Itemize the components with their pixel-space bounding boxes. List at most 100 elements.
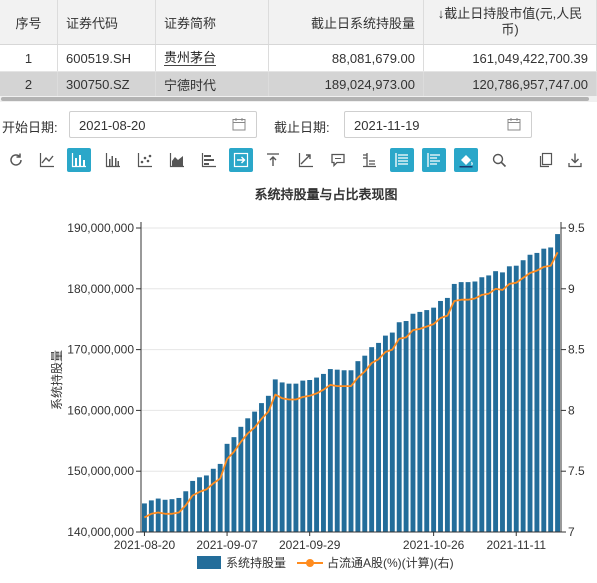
bar (259, 403, 264, 532)
trend-icon[interactable] (294, 148, 318, 172)
bar (520, 260, 526, 532)
axis-settings-icon[interactable] (357, 148, 381, 172)
header-name[interactable]: 证券简称 (156, 0, 269, 44)
bar (479, 277, 485, 532)
comment-icon[interactable] (326, 148, 350, 172)
cell-name[interactable]: 宁德时代 (156, 72, 269, 96)
y-tick-label: 170,000,000 (67, 343, 134, 357)
header-market-value[interactable]: ↓截止日持股市值(元,人民币) (424, 0, 597, 44)
bar-chart-icon[interactable] (67, 148, 91, 172)
bar (183, 491, 189, 532)
bar (376, 342, 381, 532)
start-date-input[interactable]: 2021-08-20 (69, 111, 257, 138)
chart-axes: 140,000,000 150,000,000 160,000,000 170,000… (67, 221, 585, 552)
y-axis-label: 系统持股量 (49, 350, 64, 410)
bar (224, 443, 230, 532)
pct-line (143, 251, 559, 519)
bar (410, 313, 416, 532)
export-right-icon[interactable] (229, 148, 253, 172)
horizontal-scrollbar-thumb[interactable] (1, 97, 589, 101)
bar (362, 355, 368, 532)
scatter-icon[interactable] (133, 148, 157, 172)
bar (169, 499, 175, 532)
cell-market-value: 120,786,957,747.00 (424, 72, 597, 96)
bar (272, 379, 278, 532)
cell-code: 600519.SH (58, 45, 156, 71)
copy-icon[interactable] (534, 148, 558, 172)
bar (506, 266, 512, 532)
refresh-icon[interactable] (4, 148, 28, 172)
bar (238, 426, 244, 532)
area-chart-icon[interactable] (165, 148, 189, 172)
table-row[interactable]: 2 300750.SZ 宁德时代 189,024,973.00 120,786,… (0, 72, 597, 96)
grouped-bar-icon[interactable] (101, 148, 125, 172)
legend-label: 占流通A股(%)(计算)(右) (327, 555, 454, 570)
header-no[interactable]: 序号 (0, 0, 58, 44)
bar (382, 335, 388, 532)
cell-market-value: 161,049,422,700.39 (424, 45, 597, 71)
bar (548, 247, 554, 532)
legend-left-icon[interactable] (390, 148, 414, 172)
y-tick-label: 150,000,000 (67, 464, 134, 478)
header-qty[interactable]: 截止日系统持股量 (269, 0, 424, 44)
security-link[interactable]: 贵州茅台 (164, 49, 217, 66)
bar (265, 395, 271, 532)
bar (176, 497, 182, 532)
cell-no: 2 (0, 72, 58, 96)
y2-tick-label: 9 (568, 282, 575, 296)
bar-series (142, 234, 560, 533)
chart-title: 系统持股量与占比表现图 (254, 187, 397, 202)
bar (252, 411, 258, 532)
y-tick-label: 180,000,000 (67, 282, 134, 296)
bar (555, 234, 560, 532)
x-tick-label: 2021-09-29 (279, 538, 341, 552)
bar (286, 383, 292, 532)
bar (162, 499, 168, 532)
legend-swatch-bar (197, 556, 221, 569)
cell-no: 1 (0, 45, 58, 71)
x-tick-label: 2021-09-07 (196, 538, 258, 552)
x-tick-label: 2021-11-11 (486, 538, 546, 552)
y2-tick-label: 7.5 (568, 464, 585, 478)
bar (424, 310, 430, 532)
calendar-icon[interactable] (507, 117, 521, 131)
bar (486, 275, 492, 532)
bar (465, 282, 471, 532)
bar (321, 373, 326, 532)
fill-color-icon[interactable] (454, 148, 478, 172)
bar (341, 370, 347, 532)
bar (307, 380, 313, 532)
bar (197, 477, 202, 532)
bar (396, 322, 402, 532)
bar (527, 254, 533, 532)
bar (355, 361, 361, 532)
y-tick-label: 160,000,000 (67, 403, 134, 417)
y-tick-label: 190,000,000 (67, 221, 134, 235)
bar (438, 300, 443, 532)
end-date-label: 截止日期: (274, 120, 330, 135)
y-tick-label: 140,000,000 (67, 525, 134, 539)
bar (541, 248, 547, 532)
calendar-icon[interactable] (232, 117, 246, 131)
table-row[interactable]: 1 600519.SH 贵州茅台 88,081,679.00 161,049,4… (0, 45, 597, 72)
bar (493, 271, 499, 532)
header-code[interactable]: 证券代码 (58, 0, 156, 44)
end-date-value: 2021-11-19 (354, 118, 420, 133)
y2-tick-label: 8.5 (568, 343, 585, 357)
bar (451, 283, 457, 532)
bar (334, 369, 340, 532)
legend-swatch-dot (306, 559, 314, 567)
bar (142, 503, 147, 532)
bar (293, 383, 299, 532)
upload-icon[interactable] (261, 148, 285, 172)
legend-align-icon[interactable] (422, 148, 446, 172)
bar (403, 321, 409, 532)
line-chart-icon[interactable] (35, 148, 59, 172)
bar (300, 380, 306, 532)
download-icon[interactable] (563, 148, 587, 172)
end-date-input[interactable]: 2021-11-19 (344, 111, 532, 138)
horizontal-bar-icon[interactable] (197, 148, 221, 172)
zoom-icon[interactable] (487, 148, 511, 172)
y2-tick-label: 7 (568, 525, 575, 539)
bar (155, 498, 161, 532)
